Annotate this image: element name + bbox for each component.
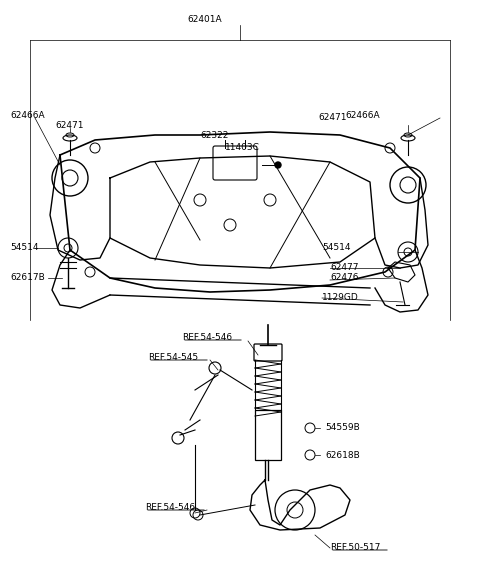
Text: 1129GD: 1129GD (322, 293, 359, 303)
Text: 62618B: 62618B (325, 450, 360, 460)
Bar (255, 410, 281, 460)
Text: 54559B: 54559B (325, 423, 360, 433)
Text: 62617B: 62617B (10, 273, 45, 282)
Text: REF.54-546: REF.54-546 (182, 333, 232, 343)
Text: 62466A: 62466A (345, 111, 380, 120)
Text: 62477: 62477 (330, 264, 359, 273)
Text: 62471: 62471 (55, 120, 84, 129)
Text: 62401A: 62401A (188, 15, 222, 25)
Text: 62476: 62476 (330, 273, 359, 282)
Text: 62322: 62322 (200, 131, 228, 139)
Text: 54514: 54514 (10, 244, 38, 253)
Text: 62471: 62471 (318, 113, 347, 123)
Text: REF.54-545: REF.54-545 (148, 354, 198, 363)
Text: REF.54-546: REF.54-546 (145, 504, 195, 512)
Text: 62466A: 62466A (10, 111, 45, 120)
Text: 11403C: 11403C (225, 143, 260, 152)
Circle shape (275, 162, 281, 168)
Text: REF.50-517: REF.50-517 (330, 544, 380, 552)
Text: 54514: 54514 (322, 244, 350, 253)
